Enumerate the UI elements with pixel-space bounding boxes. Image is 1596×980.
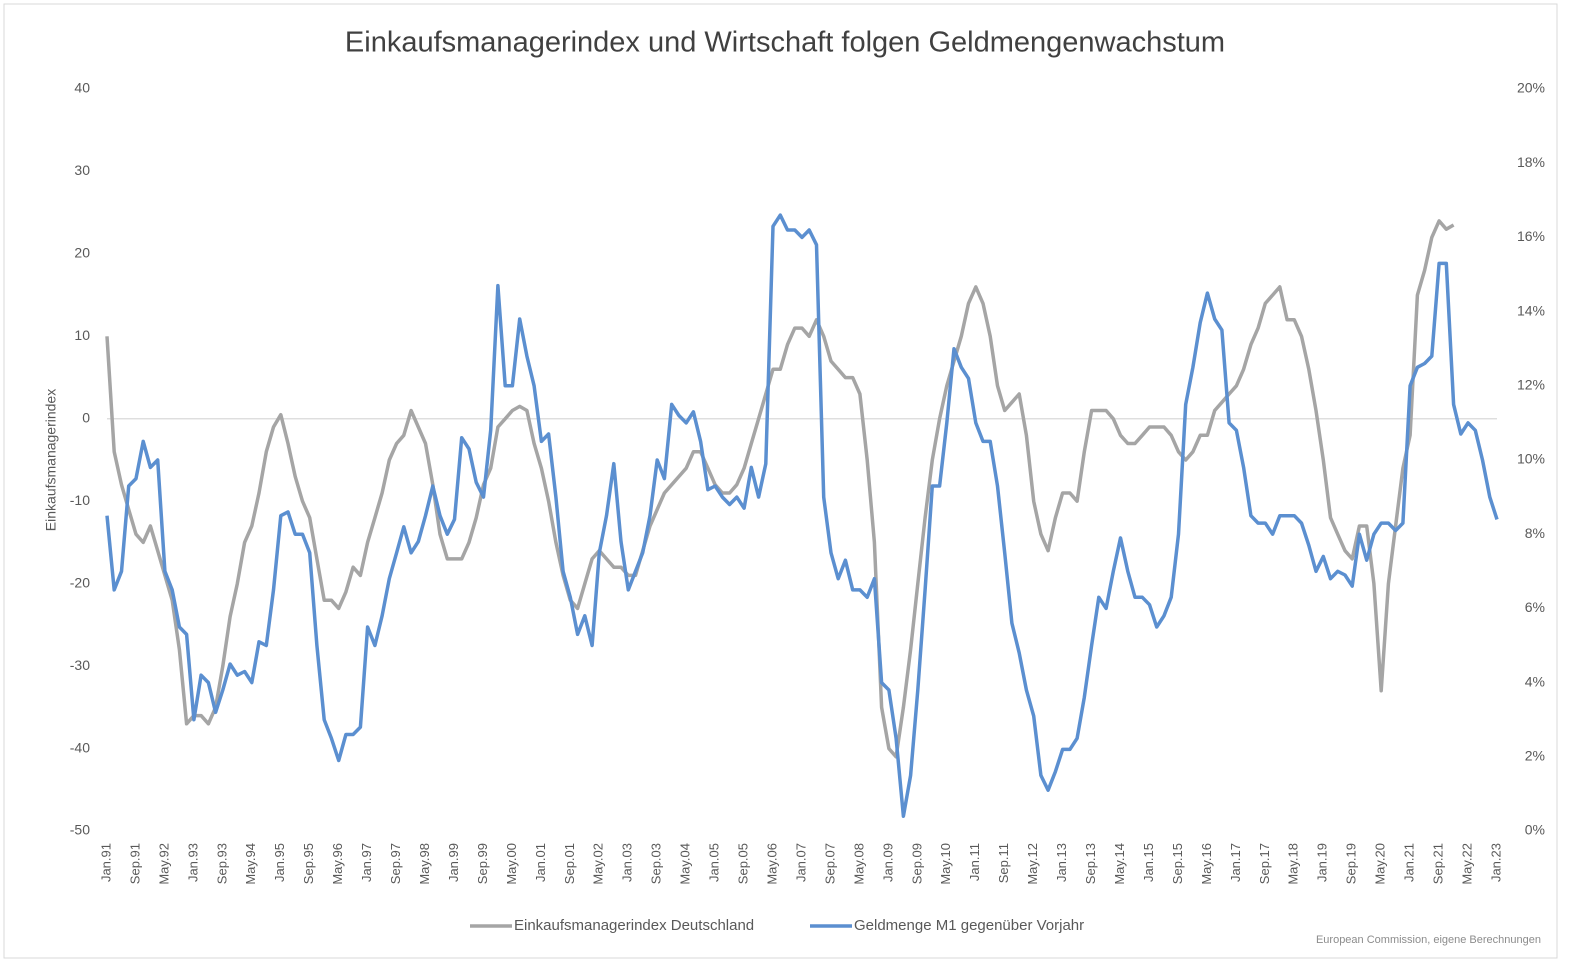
x-tick-label: May.22 — [1459, 843, 1474, 885]
x-tick-label: May.02 — [591, 843, 606, 885]
y-tick-label: -20 — [70, 574, 90, 590]
x-tick-label: Jan.91 — [98, 843, 113, 882]
x-tick-label: Jan.93 — [185, 843, 200, 882]
x-tick-label: Jan.19 — [1315, 843, 1330, 882]
legend-label: Geldmenge M1 gegenüber Vorjahr — [854, 917, 1084, 934]
x-tick-label: May.98 — [417, 843, 432, 885]
x-tick-label: Sep.91 — [127, 843, 142, 884]
x-tick-label: May.16 — [1199, 843, 1214, 885]
x-tick-label: Sep.21 — [1431, 843, 1446, 884]
y2-tick-label: 6% — [1525, 599, 1545, 615]
y2-tick-label: 8% — [1525, 525, 1545, 541]
x-tick-label: Jan.09 — [880, 843, 895, 882]
y-axis-title: Einkaufsmanagerindex — [43, 389, 59, 531]
x-tick-label: Jan.07 — [793, 843, 808, 882]
chart-title: Einkaufsmanagerindex und Wirtschaft folg… — [345, 27, 1225, 59]
x-tick-label: May.92 — [156, 843, 171, 885]
x-tick-label: Sep.97 — [388, 843, 403, 884]
x-tick-label: Sep.13 — [1083, 843, 1098, 884]
x-tick-label: Sep.93 — [214, 843, 229, 884]
y2-tick-label: 10% — [1517, 451, 1545, 467]
y-tick-label: 30 — [74, 162, 90, 178]
y-tick-label: 10 — [74, 327, 90, 343]
chart-frame — [3, 3, 1558, 959]
x-tick-label: Sep.03 — [649, 843, 664, 884]
y-tick-label: 0 — [82, 409, 90, 425]
x-tick-label: May.06 — [764, 843, 779, 885]
x-tick-label: Sep.07 — [822, 843, 837, 884]
x-tick-label: Jan.05 — [707, 843, 722, 882]
x-tick-label: Jan.15 — [1141, 843, 1156, 882]
x-tick-label: Jan.99 — [446, 843, 461, 882]
y2-tick-label: 0% — [1525, 822, 1545, 838]
y2-tick-label: 16% — [1517, 228, 1545, 244]
y-tick-label: 40 — [74, 80, 90, 96]
x-tick-label: Jan.21 — [1402, 843, 1417, 882]
x-tick-label: May.04 — [678, 843, 693, 885]
x-tick-label: Sep.17 — [1257, 843, 1272, 884]
series-line — [105, 219, 1455, 759]
x-tick-label: May.20 — [1373, 843, 1388, 885]
series-line — [105, 213, 1499, 818]
x-tick-label: Sep.09 — [909, 843, 924, 884]
y2-tick-label: 2% — [1525, 748, 1545, 764]
x-tick-label: Jan.03 — [620, 843, 635, 882]
x-tick-label: May.14 — [1112, 843, 1127, 885]
x-tick-label: Jan.11 — [967, 843, 982, 881]
x-tick-label: May.08 — [851, 843, 866, 885]
y-tick-label: -40 — [70, 739, 90, 755]
x-tick-label: Jan.17 — [1228, 843, 1243, 882]
x-tick-label: Sep.95 — [301, 843, 316, 884]
y-tick-label: 20 — [74, 245, 90, 261]
y2-tick-label: 20% — [1517, 80, 1545, 96]
x-tick-label: Sep.15 — [1170, 843, 1185, 884]
x-tick-label: Jan.23 — [1488, 843, 1503, 882]
x-tick-label: Sep.19 — [1344, 843, 1359, 884]
x-tick-label: May.96 — [330, 843, 345, 885]
x-tick-label: Sep.99 — [475, 843, 490, 884]
x-tick-label: May.12 — [1025, 843, 1040, 885]
x-tick-label: May.94 — [243, 843, 258, 885]
y-tick-label: -50 — [70, 822, 90, 838]
source: European Commission, eigene Berechnungen — [1316, 934, 1541, 946]
legend-label: Einkaufsmanagerindex Deutschland — [514, 917, 754, 934]
x-tick-label: Jan.13 — [1054, 843, 1069, 882]
x-tick-label: Sep.01 — [562, 843, 577, 884]
x-tick-label: Jan.95 — [272, 843, 287, 882]
x-tick-label: Jan.97 — [359, 843, 374, 882]
x-tick-label: Sep.11 — [996, 843, 1011, 883]
y2-tick-label: 18% — [1517, 154, 1545, 170]
y2-tick-label: 14% — [1517, 302, 1545, 318]
x-tick-label: May.18 — [1286, 843, 1301, 885]
y2-tick-label: 4% — [1525, 673, 1545, 689]
y-tick-label: -10 — [70, 492, 90, 508]
x-tick-label: Jan.01 — [533, 843, 548, 882]
x-tick-label: Sep.05 — [736, 843, 751, 884]
x-tick-label: May.00 — [504, 843, 519, 885]
y2-tick-label: 12% — [1517, 377, 1545, 393]
x-tick-label: May.10 — [938, 843, 953, 885]
y-tick-label: -30 — [70, 657, 90, 673]
